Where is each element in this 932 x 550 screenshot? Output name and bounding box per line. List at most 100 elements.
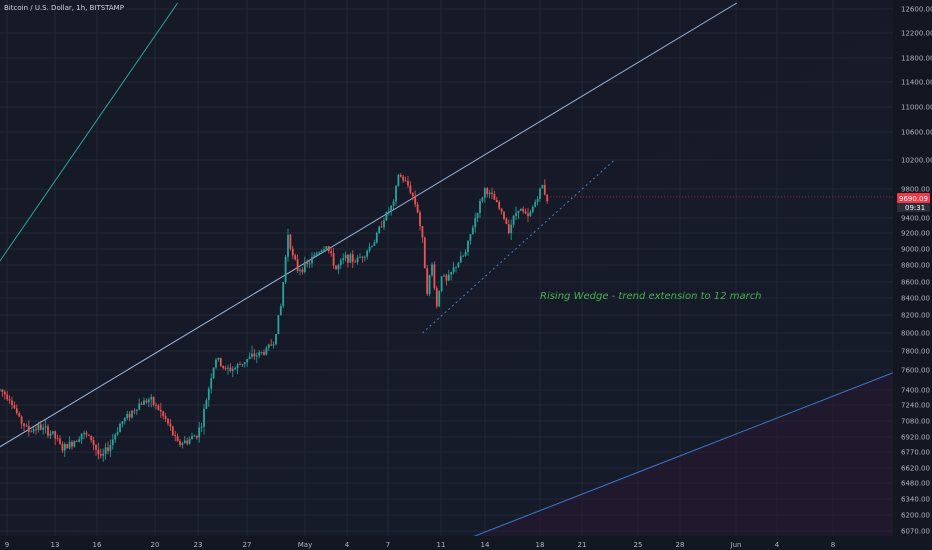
candle — [378, 225, 381, 234]
candle — [373, 239, 376, 246]
candle — [3, 389, 6, 400]
trendline-wedge-upper[interactable] — [0, 2, 738, 533]
y-tick-label: 11000.00 — [901, 104, 932, 112]
candle — [325, 245, 328, 251]
candle — [356, 255, 359, 265]
candle — [253, 349, 256, 360]
trendline-channel-left[interactable] — [0, 2, 179, 540]
candle — [315, 251, 318, 256]
candle — [78, 436, 81, 443]
candle — [8, 395, 11, 404]
candle — [104, 443, 107, 460]
candle — [313, 252, 316, 258]
candle — [267, 343, 270, 351]
x-axis[interactable]: 9 13 16 20 23 27 May 4 7 11 14 18 21 25 28 Jun 4 8 — [0, 536, 932, 550]
candle — [191, 432, 193, 440]
y-tick-label: 9400.00 — [901, 215, 930, 223]
candle — [263, 349, 265, 356]
x-tick-label: 11 — [437, 541, 446, 549]
candle — [462, 254, 465, 258]
candle — [387, 207, 390, 216]
candle — [541, 184, 544, 189]
y-tick-label: 8200.00 — [901, 312, 930, 320]
candle — [282, 281, 285, 309]
x-tick-label: May — [298, 541, 312, 549]
trendline-channel-bottom[interactable] — [466, 370, 900, 540]
candle — [42, 423, 45, 435]
candle — [68, 436, 71, 450]
candle — [155, 402, 157, 410]
candle — [128, 410, 131, 421]
candle — [167, 418, 169, 427]
candle — [20, 415, 23, 429]
candle — [49, 430, 52, 440]
trendline-wedge-lower-dotted[interactable] — [422, 159, 615, 334]
candle — [1, 389, 4, 397]
candle — [157, 403, 160, 411]
candle — [234, 366, 237, 370]
candle — [435, 285, 438, 309]
candle — [546, 194, 549, 204]
candle — [479, 198, 481, 219]
candle — [147, 397, 150, 408]
candle — [291, 245, 294, 260]
x-tick-label: 4 — [345, 541, 350, 549]
candle — [375, 231, 378, 244]
candle — [251, 345, 253, 359]
candle — [507, 219, 510, 235]
candle — [255, 352, 258, 364]
candle — [23, 422, 25, 432]
candle — [239, 361, 241, 366]
candle — [200, 423, 203, 432]
trendlines — [0, 2, 900, 540]
candle — [397, 173, 400, 187]
x-tick-label: 14 — [481, 541, 490, 549]
candle — [162, 410, 165, 420]
candle — [183, 436, 186, 444]
candle — [539, 187, 541, 202]
candle — [294, 253, 297, 261]
candle — [121, 421, 124, 428]
y-tick-label: 6340.00 — [901, 496, 930, 504]
y-tick-label: 6920.00 — [901, 434, 930, 442]
candle — [419, 210, 421, 231]
candle — [404, 176, 407, 182]
y-tick-label: 12600.00 — [901, 6, 932, 14]
grid — [0, 0, 893, 536]
candle — [61, 441, 64, 453]
candle — [457, 261, 460, 269]
candle — [522, 206, 525, 214]
candle — [306, 259, 309, 268]
candle — [493, 190, 496, 200]
y-tick-label: 7400.00 — [901, 387, 930, 395]
candle — [414, 190, 417, 208]
chart-title: Bitcoin / U.S. Dollar, 1h, BITSTAMP — [4, 4, 124, 12]
candle — [505, 217, 508, 225]
candle — [107, 441, 109, 455]
candle — [71, 439, 73, 450]
candle — [469, 233, 472, 245]
candle — [327, 245, 330, 254]
candle — [32, 426, 35, 434]
candle — [299, 268, 301, 276]
candle — [344, 251, 347, 262]
y-axis[interactable]: 12600.00 12200.00 11800.00 11400.00 11000.00… — [893, 0, 932, 550]
candle — [270, 339, 273, 346]
candle — [92, 436, 95, 451]
y-tick-label: 8600.00 — [901, 279, 930, 287]
candle — [519, 208, 522, 211]
x-tick-label: 9 — [5, 541, 9, 549]
candle — [284, 254, 287, 285]
candle — [426, 264, 429, 296]
y-tick-label: 11400.00 — [901, 79, 932, 87]
candle — [529, 209, 532, 217]
y-tick-label: 10600.00 — [901, 129, 932, 137]
candle — [534, 199, 537, 208]
candle — [18, 411, 21, 418]
y-tick-label: 8400.00 — [901, 295, 930, 303]
candle — [498, 200, 501, 211]
candle — [347, 254, 349, 268]
candle — [486, 187, 489, 198]
y-tick-label: 7800.00 — [901, 348, 930, 356]
candle — [455, 266, 457, 273]
